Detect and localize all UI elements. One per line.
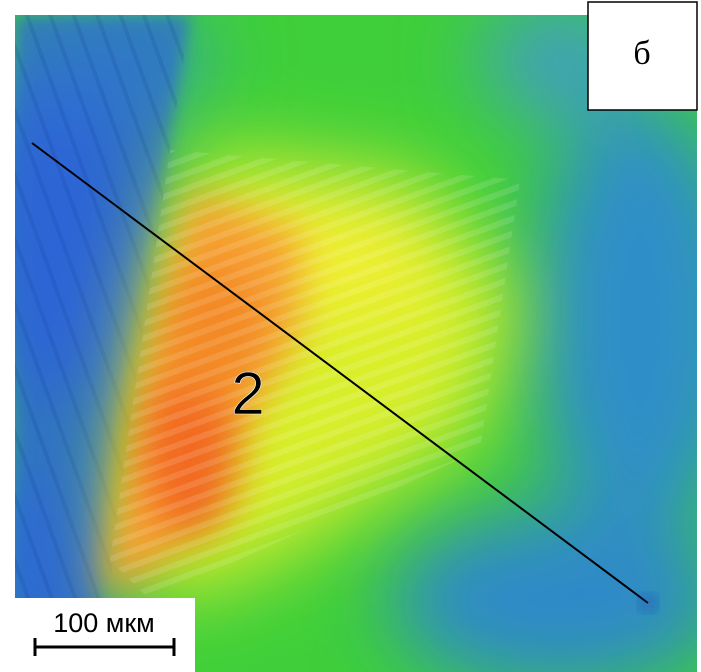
scale-bar-box <box>15 598 195 672</box>
panel-label: б <box>633 35 650 72</box>
region-label: 2 <box>231 360 264 427</box>
panel-label-box <box>587 1 698 111</box>
profile-line <box>31 142 649 604</box>
scale-bar <box>33 638 176 656</box>
scale-bar-label: 100 мкм <box>53 608 155 638</box>
